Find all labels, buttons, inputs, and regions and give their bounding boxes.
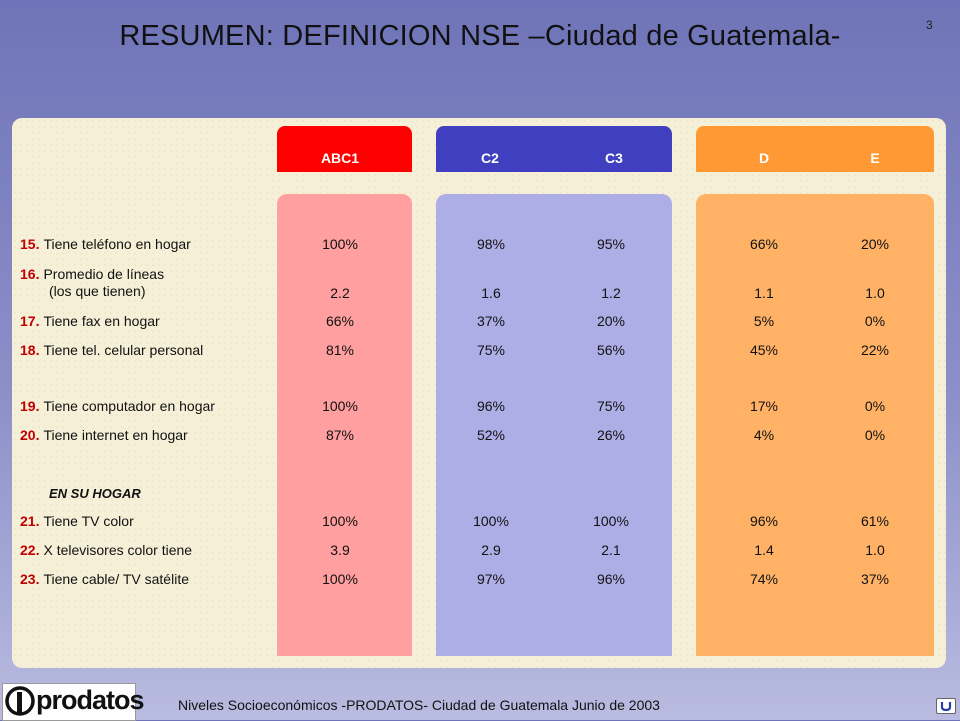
cell-16-d: 1.1 (754, 285, 774, 301)
row-number: 16. (20, 266, 40, 282)
row-text: Tiene tel. celular personal (43, 342, 204, 358)
cell-20-e: 0% (864, 427, 886, 443)
cell-23-c3: 96% (596, 571, 626, 587)
row-text: Tiene fax en hogar (43, 313, 160, 329)
cell-22-c3: 2.1 (601, 542, 621, 558)
cell-21-c2: 100% (473, 513, 509, 529)
row-number: 21. (20, 513, 40, 529)
cell-20-c2: 52% (476, 427, 506, 443)
cell-18-d: 45% (749, 342, 779, 358)
abc1-header: ABC1 (277, 126, 412, 172)
cell-17-e: 0% (864, 313, 886, 329)
row-label-18: 18. Tiene tel. celular personal (20, 342, 203, 358)
row-label-19: 19. Tiene computador en hogar (20, 398, 215, 414)
cell-18-abc1: 81% (325, 342, 355, 358)
cell-20-c3: 26% (596, 427, 626, 443)
row-label-21: 21. Tiene TV color (20, 513, 134, 529)
row-label-22: 22. X televisores color tiene (20, 542, 192, 558)
cell-17-c3: 20% (596, 313, 626, 329)
cell-20-d: 4% (753, 427, 775, 443)
row-number: 18. (20, 342, 40, 358)
row-label-23: 23. Tiene cable/ TV satélite (20, 571, 189, 587)
cell-21-d: 96% (749, 513, 779, 529)
cell-17-c2: 37% (476, 313, 506, 329)
e-header-label: E (870, 150, 880, 166)
cell-16-c3: 1.2 (601, 285, 621, 301)
row-label-20: 20. Tiene internet en hogar (20, 427, 188, 443)
cell-16-e: 1.0 (865, 285, 885, 301)
cell-19-abc1: 100% (322, 398, 358, 414)
prodatos-logo-icon: prodatos (2, 683, 145, 721)
row-text: Tiene internet en hogar (43, 427, 188, 443)
page-title: RESUMEN: DEFINICION NSE –Ciudad de Guate… (119, 20, 841, 52)
row-number: 23. (20, 571, 40, 587)
cell-20-abc1: 87% (325, 427, 355, 443)
cell-22-c2: 2.9 (481, 542, 501, 558)
row-number: 15. (20, 236, 40, 252)
row-label-15: 15. Tiene teléfono en hogar (20, 236, 191, 252)
cell-21-e: 61% (860, 513, 890, 529)
cell-19-c3: 75% (596, 398, 626, 414)
row-number: 19. (20, 398, 40, 414)
page-number: 3 (926, 18, 933, 32)
cell-18-c3: 56% (596, 342, 626, 358)
row-text: Tiene cable/ TV satélite (43, 571, 189, 587)
de-column-bg (696, 194, 934, 656)
cell-15-c2: 98% (476, 236, 506, 252)
abc1-column-bg (277, 194, 412, 656)
cell-22-abc1: 3.9 (330, 542, 350, 558)
abc1-header-label: ABC1 (320, 150, 360, 166)
cell-17-abc1: 66% (325, 313, 355, 329)
cell-23-c2: 97% (476, 571, 506, 587)
cell-15-e: 20% (860, 236, 890, 252)
cell-18-c2: 75% (476, 342, 506, 358)
row-number: 22. (20, 542, 40, 558)
cell-15-abc1: 100% (322, 236, 358, 252)
cell-19-c2: 96% (476, 398, 506, 414)
de-header: D E (696, 126, 934, 172)
section-heading: EN SU HOGAR (49, 486, 141, 501)
c-header: C2 C3 (436, 126, 672, 172)
row-text: Tiene TV color (43, 513, 134, 529)
cell-21-c3: 100% (593, 513, 629, 529)
d-header-label: D (758, 150, 770, 166)
row-text: Tiene teléfono en hogar (43, 236, 191, 252)
row-text: Promedio de líneas (43, 266, 165, 282)
cell-19-d: 17% (749, 398, 779, 414)
cell-16-c2: 1.6 (481, 285, 501, 301)
c2-header-label: C2 (481, 150, 499, 166)
row-label-17: 17. Tiene fax en hogar (20, 313, 160, 329)
cell-15-c3: 95% (596, 236, 626, 252)
logo-mark-icon (5, 686, 35, 716)
cell-23-d: 74% (749, 571, 779, 587)
cell-19-e: 0% (864, 398, 886, 414)
cell-23-e: 37% (860, 571, 890, 587)
row-text-continued: (los que tienen) (49, 283, 146, 299)
cell-22-d: 1.4 (754, 542, 774, 558)
cell-17-d: 5% (753, 313, 775, 329)
cell-21-abc1: 100% (322, 513, 358, 529)
nav-corner-icon[interactable] (936, 698, 956, 714)
row-text: X televisores color tiene (43, 542, 193, 558)
row-number: 20. (20, 427, 40, 443)
cell-23-abc1: 100% (322, 571, 358, 587)
cell-15-d: 66% (749, 236, 779, 252)
cell-18-e: 22% (860, 342, 890, 358)
row-number: 17. (20, 313, 40, 329)
logo-text: prodatos (36, 685, 145, 715)
c-column-bg (436, 194, 672, 656)
cell-22-e: 1.0 (865, 542, 885, 558)
cell-16-abc1: 2.2 (330, 285, 350, 301)
row-label-16: 16. Promedio de líneas (los que tienen) (20, 266, 165, 299)
row-text: Tiene computador en hogar (43, 398, 215, 414)
c3-header-label: C3 (605, 150, 623, 166)
footer-text: Niveles Socioeconómicos -PRODATOS- Ciuda… (178, 697, 660, 713)
